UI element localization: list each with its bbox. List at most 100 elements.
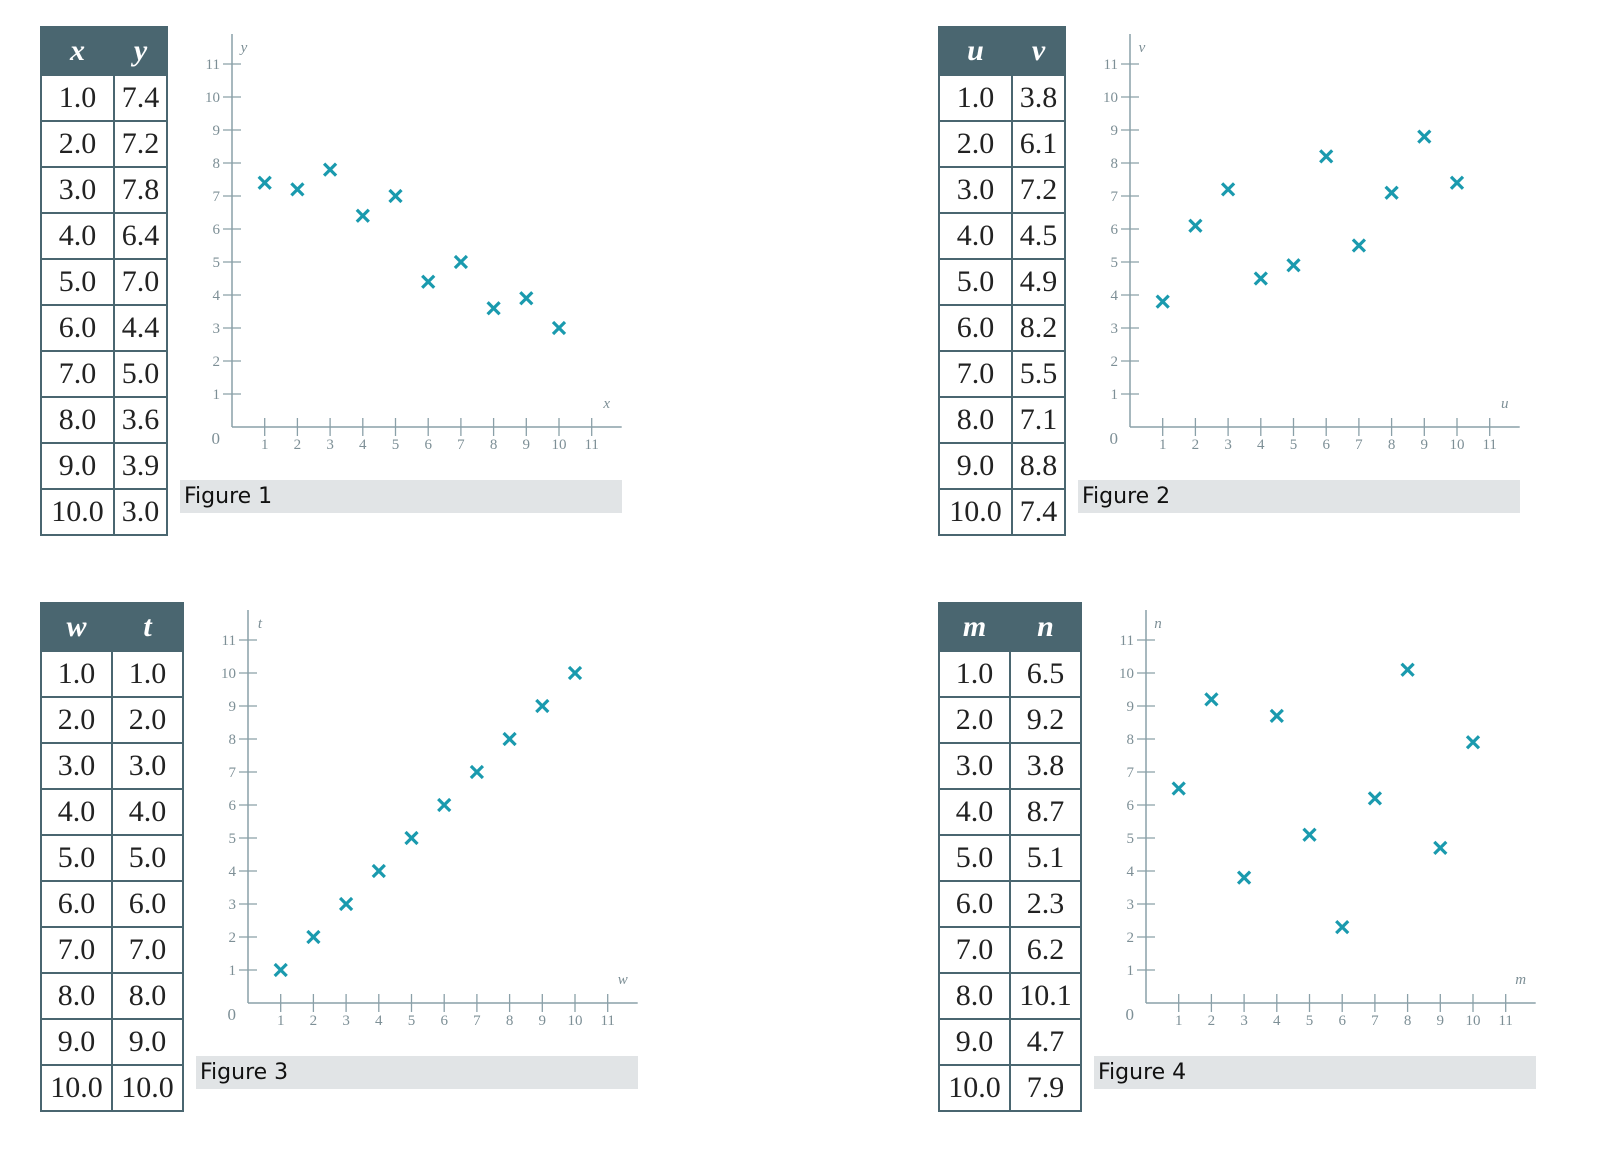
x-tick-label: 7 (1355, 437, 1363, 453)
y-tick-label: 6 (1111, 222, 1119, 238)
data-point (306, 929, 321, 945)
data-point (1433, 840, 1448, 856)
x-tick-label: 6 (440, 1013, 448, 1029)
data-point (1351, 238, 1367, 253)
x-tick-label: 3 (1224, 437, 1232, 453)
table-cell-y: 6.5 (1009, 650, 1082, 698)
x-tick-label: 8 (490, 437, 498, 453)
table-body: 1.0 6.5 2.0 9.2 3.0 3.8 4.0 8.7 5.0 5.1 6.0 2.3 7.0 6… (938, 650, 1082, 1112)
y-tick-label: 5 (1111, 255, 1119, 271)
x-tick-label: 4 (1273, 1013, 1281, 1029)
data-point (519, 291, 534, 306)
table-cell-x: 6.0 (39, 304, 116, 352)
data-table: x y 1.0 7.4 2.0 7.2 3.0 7.8 4.0 6.4 5.0 7.0 6.0 4.4… (39, 26, 168, 536)
figure-caption: Figure 2 (1078, 480, 1520, 513)
table-cell-x: 10.0 (39, 488, 116, 536)
y-axis-label: n (1154, 616, 1162, 632)
table-cell-y: 4.7 (1009, 1018, 1082, 1066)
data-point (371, 863, 386, 879)
y-tick-label: 11 (1120, 633, 1134, 649)
table-row: 8.0 7.1 (937, 396, 1066, 444)
y-tick-label: 6 (229, 798, 237, 814)
x-tick-label: 6 (424, 437, 432, 453)
y-tick-label: 5 (213, 255, 221, 271)
table-cell-x: 2.0 (937, 120, 1014, 168)
data-point (1367, 791, 1383, 806)
table-header-row: u v (937, 26, 1066, 76)
table-cell-x: 4.0 (39, 212, 116, 260)
table-row: 9.0 4.7 (938, 1018, 1082, 1066)
x-tick-label: 1 (261, 437, 269, 453)
table-row: 4.0 6.4 (39, 212, 168, 260)
table-header-row: w t (40, 602, 184, 652)
table-row: 8.0 10.1 (938, 972, 1082, 1020)
origin-label: 0 (1110, 429, 1119, 448)
table-row: 8.0 8.0 (40, 972, 184, 1020)
x-tick-label: 5 (408, 1013, 416, 1029)
table-cell-x: 4.0 (40, 788, 113, 836)
table-cell-y: 4.9 (1011, 258, 1066, 306)
table-cell-x: 2.0 (40, 696, 113, 744)
y-tick-label: 9 (1127, 699, 1135, 715)
x-tick-label: 4 (375, 1013, 383, 1029)
y-tick-label: 3 (229, 897, 237, 913)
table-cell-y: 5.1 (1009, 834, 1082, 882)
table-cell-x: 5.0 (39, 258, 116, 306)
table-body: 1.0 3.8 2.0 6.1 3.0 7.2 4.0 4.5 5.0 4.9 6.0 8.2 7.0 5… (937, 74, 1066, 536)
figure-2-panel: u v 1.0 3.8 2.0 6.1 3.0 7.2 4.0 4.5 5.0 4.9 6.0 8.2… (898, 0, 1598, 560)
y-tick-label: 10 (1103, 90, 1118, 106)
data-point (404, 830, 419, 846)
x-tick-label: 3 (342, 1013, 350, 1029)
table-row: 4.0 4.0 (40, 788, 184, 836)
x-tick-label: 2 (294, 437, 302, 453)
x-tick-label: 4 (359, 437, 367, 453)
x-tick-label: 5 (392, 437, 400, 453)
data-point (1335, 919, 1350, 935)
table-cell-x: 9.0 (938, 1018, 1011, 1066)
x-axis-label: u (1501, 396, 1509, 412)
y-tick-label: 4 (1127, 864, 1135, 880)
table-cell-x: 7.0 (938, 926, 1011, 974)
figure-4-panel: m n 1.0 6.5 2.0 9.2 3.0 3.8 4.0 8.7 5.0 5.1 6.0 2.3… (898, 576, 1598, 1136)
data-point (567, 665, 583, 681)
y-tick-label: 7 (1127, 765, 1135, 781)
table-cell-y: 7.0 (113, 258, 168, 306)
table-cell-y: 6.1 (1011, 120, 1066, 168)
table-cell-x: 1.0 (40, 650, 113, 698)
table-row: 5.0 5.0 (40, 834, 184, 882)
data-point (1286, 258, 1301, 273)
table-row: 10.0 7.9 (938, 1064, 1082, 1112)
col-header: v (1011, 26, 1066, 76)
table-cell-y: 9.2 (1009, 696, 1082, 744)
data-point (355, 208, 370, 223)
x-tick-label: 7 (1371, 1013, 1379, 1029)
y-tick-label: 8 (1111, 156, 1119, 172)
y-tick-label: 7 (213, 189, 221, 205)
data-point (1449, 175, 1465, 190)
table-cell-x: 1.0 (39, 74, 116, 122)
table-row: 9.0 8.8 (937, 442, 1066, 490)
figure-caption: Figure 4 (1094, 1056, 1536, 1089)
x-tick-label: 2 (310, 1013, 318, 1029)
y-tick-label: 10 (205, 90, 220, 106)
table-cell-x: 9.0 (40, 1018, 113, 1066)
table-cell-y: 10.1 (1009, 972, 1082, 1020)
y-tick-label: 2 (1111, 354, 1119, 370)
y-tick-label: 3 (1127, 897, 1135, 913)
col-header: m (938, 602, 1011, 652)
data-point (273, 962, 288, 978)
x-tick-label: 7 (473, 1013, 481, 1029)
y-tick-label: 2 (213, 354, 221, 370)
table-cell-y: 7.4 (113, 74, 168, 122)
table-row: 1.0 7.4 (39, 74, 168, 122)
y-tick-label: 4 (229, 864, 237, 880)
data-point (257, 175, 272, 190)
col-header: u (937, 26, 1014, 76)
x-tick-label: 8 (1388, 437, 1396, 453)
table-row: 7.0 7.0 (40, 926, 184, 974)
data-point (1171, 781, 1186, 796)
origin-label: 0 (212, 429, 221, 448)
table-row: 1.0 3.8 (937, 74, 1066, 122)
